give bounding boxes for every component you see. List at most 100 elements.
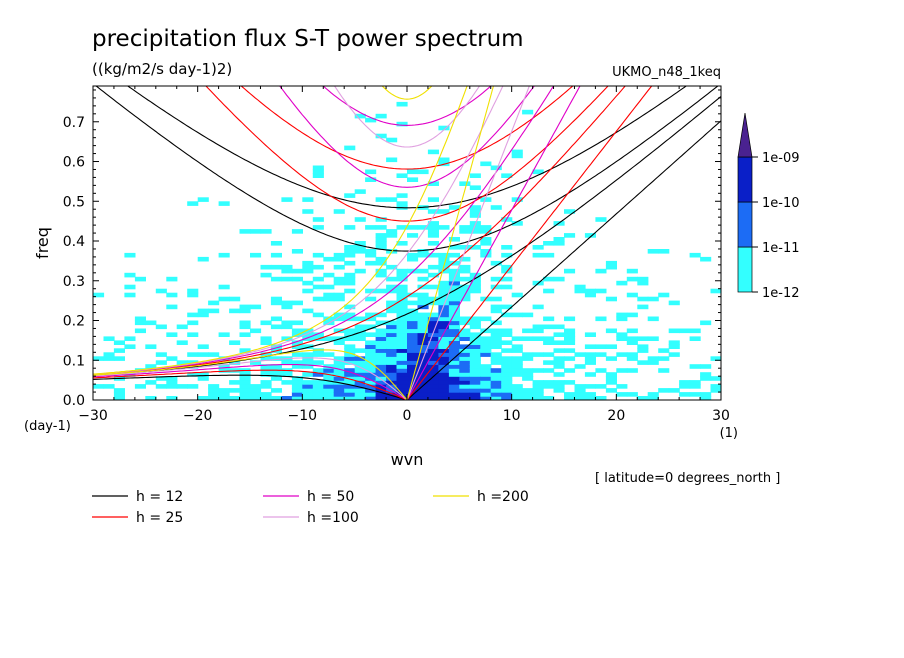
spectral-power-cell <box>407 368 419 373</box>
spectral-power-cell <box>302 288 314 294</box>
spectral-power-cell <box>637 276 649 282</box>
spectral-power-cell <box>260 229 272 234</box>
spectral-power-cell <box>302 332 314 337</box>
spectral-power-cell <box>134 276 146 282</box>
spectral-power-cell <box>427 396 439 400</box>
spectral-power-cell <box>448 392 460 397</box>
spectral-power-cell <box>564 233 576 238</box>
spectral-power-cell <box>448 260 460 266</box>
spectral-power-cell <box>229 340 241 345</box>
spectral-power-cell <box>469 372 481 377</box>
spectral-power-cell <box>417 316 429 322</box>
spectral-power-cell <box>218 332 230 337</box>
spectral-power-cell <box>480 328 492 334</box>
spectral-power-cell <box>448 352 460 357</box>
spectral-power-cell <box>302 209 314 214</box>
spectral-power-cell <box>396 336 408 341</box>
spectral-power-cell <box>427 352 439 357</box>
spectral-power-cell <box>93 356 105 361</box>
spectral-power-cell <box>469 388 481 393</box>
spectral-power-cell <box>312 352 324 357</box>
spectral-power-cell <box>250 388 262 393</box>
spectral-power-cell <box>208 396 220 400</box>
spectral-power-cell <box>605 380 617 385</box>
spectral-power-cell <box>417 360 429 365</box>
spectral-power-cell <box>270 364 282 369</box>
spectral-power-cell <box>480 388 492 393</box>
y-tick-label: 0.5 <box>63 194 85 210</box>
spectral-power-cell <box>396 364 408 369</box>
spectral-power-cell <box>407 225 419 230</box>
spectral-power-cell <box>386 157 398 163</box>
spectral-power-cell <box>375 217 387 222</box>
spectral-power-cell <box>396 316 408 322</box>
spectral-power-cell <box>448 324 460 330</box>
spectral-power-cell <box>396 352 408 357</box>
spectral-power-cell <box>407 328 419 334</box>
spectral-power-cell <box>239 380 251 385</box>
colorbar-segment <box>737 246 753 293</box>
spectral-power-cell <box>637 304 649 310</box>
spectral-power-cell <box>543 380 555 385</box>
spectral-power-cell <box>532 384 544 389</box>
spectral-power-cell <box>124 252 136 258</box>
spectral-power-cell <box>480 225 492 230</box>
spectral-power-cell <box>448 308 460 314</box>
spectral-power-cell <box>344 304 356 310</box>
spectral-power-cell <box>344 145 356 151</box>
spectral-power-cell <box>700 320 712 326</box>
spectral-power-cell <box>490 384 502 389</box>
spectral-power-cell <box>386 348 398 353</box>
spectral-power-cell <box>407 300 419 306</box>
spectral-power-cell <box>679 384 691 389</box>
spectral-power-cell <box>616 352 628 357</box>
spectral-power-cell <box>302 260 314 266</box>
spectral-power-cell <box>113 348 125 353</box>
mrg-wave-curve <box>93 86 468 375</box>
spectral-power-cell <box>543 360 555 365</box>
spectral-power-cell <box>145 320 157 326</box>
spectral-power-cell <box>564 356 576 361</box>
spectral-power-cell <box>427 316 439 322</box>
spectral-power-cell <box>250 392 262 397</box>
spectral-power-cell <box>459 256 471 262</box>
spectral-power-cell <box>427 197 439 202</box>
spectral-power-cell <box>658 356 670 361</box>
spectral-power-cell <box>176 384 188 389</box>
spectral-power-cell <box>480 249 492 254</box>
spectral-power-cell <box>584 360 596 365</box>
spectral-power-cell <box>417 352 429 357</box>
spectral-power-cell <box>480 372 492 377</box>
legend-entry-label: h =200 <box>477 489 529 505</box>
spectral-power-cell <box>386 300 398 306</box>
spectral-power-cell <box>323 380 335 385</box>
spectral-power-cell <box>490 165 502 171</box>
dataset-label: UKMO_n48_1keq <box>612 65 721 80</box>
spectral-power-cell <box>312 165 324 171</box>
spectral-power-cell <box>511 312 523 318</box>
spectral-power-cell <box>438 304 450 310</box>
spectral-power-cell <box>281 324 293 330</box>
spectral-power-cell <box>689 364 701 369</box>
spectral-power-cell <box>218 396 230 400</box>
spectral-power-cell <box>438 328 450 334</box>
spectral-power-cell <box>386 356 398 361</box>
legend-entry-label: h = 12 <box>136 489 183 505</box>
spectral-power-cell <box>490 372 502 377</box>
y-tick-label: 0.2 <box>63 314 85 330</box>
spectral-power-cell <box>595 316 607 322</box>
spectral-power-cell <box>407 360 419 365</box>
spectral-power-cell <box>522 312 534 318</box>
spectral-power-cell <box>647 296 659 302</box>
spectral-power-cell <box>312 332 324 337</box>
spectral-power-cell <box>469 356 481 361</box>
spectral-power-cell <box>448 376 460 381</box>
spectral-power-cell <box>469 360 481 365</box>
spectral-power-cell <box>501 332 513 337</box>
spectral-power-cell <box>407 356 419 361</box>
spectral-power-cell <box>312 372 324 377</box>
spectral-power-cell <box>333 340 345 345</box>
spectral-power-cell <box>668 340 680 345</box>
spectral-power-cell <box>166 396 178 400</box>
